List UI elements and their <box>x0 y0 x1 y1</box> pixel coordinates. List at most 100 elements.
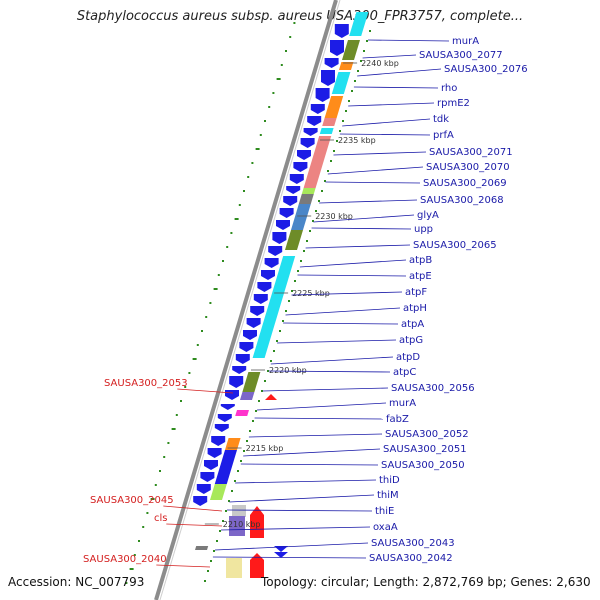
cog-bar <box>252 270 291 358</box>
gene-label: SAUSA300_2070 <box>426 162 510 173</box>
gc-dot <box>133 554 136 556</box>
cog-bar <box>224 438 241 450</box>
gene-leader <box>256 402 387 411</box>
cog-bar <box>319 128 334 134</box>
reverse-arrow <box>265 394 277 400</box>
gene-label: atpA <box>401 319 424 330</box>
reverse-arrow <box>250 553 264 578</box>
gene-label: oxaA <box>373 522 398 533</box>
gene-leader-reverse <box>177 388 234 394</box>
gene-label: murA <box>452 36 479 47</box>
cds-arrow <box>207 448 222 458</box>
gene-leader <box>325 181 421 184</box>
inner-dot <box>345 110 347 112</box>
gc-dot <box>209 302 212 304</box>
gene-leader-reverse <box>163 505 223 512</box>
inner-dot <box>363 50 365 52</box>
gc-dot <box>159 470 161 472</box>
cog-bar <box>322 118 337 126</box>
gc-dot <box>163 456 166 458</box>
scale-label: 2210 kbp <box>223 520 261 529</box>
gc-dot <box>188 372 191 374</box>
map-title: Staphylococcus aureus subsp. aureus USA3… <box>76 9 524 24</box>
backbone-line-inner <box>159 0 341 600</box>
reverse-feature <box>232 505 246 517</box>
inner-dot <box>342 120 344 122</box>
gene-leader <box>339 133 431 136</box>
cds-arrow <box>321 70 335 86</box>
cds-arrow <box>200 472 215 482</box>
gc-dot <box>259 134 262 136</box>
gene-label: atpE <box>409 271 432 282</box>
cds-arrow <box>235 354 250 364</box>
gc-dot <box>171 428 176 430</box>
cog-bar <box>209 484 227 500</box>
inner-dot <box>279 330 281 332</box>
cds-arrow <box>204 460 218 470</box>
gene-leader <box>299 259 407 268</box>
inner-dot <box>318 200 320 202</box>
inner-dot <box>333 150 335 152</box>
cds-arrow <box>330 40 344 56</box>
gene-leader-reverse <box>166 523 223 527</box>
gene-leader <box>270 356 394 365</box>
cds-arrow <box>279 208 294 218</box>
gene-leader <box>313 214 415 223</box>
cog-bar <box>242 372 261 392</box>
cog-bar <box>341 40 361 60</box>
cds-arrow <box>283 196 298 206</box>
gene-label: murA <box>389 398 416 409</box>
gene-leader <box>367 39 450 42</box>
inner-dot <box>234 480 236 482</box>
reverse-feature <box>226 558 242 578</box>
cog-bar <box>301 188 316 194</box>
inner-dot <box>222 520 224 522</box>
gene-label: SAUSA300_2069 <box>423 178 507 189</box>
gene-label: SAUSA300_2050 <box>381 460 465 471</box>
gene-leader <box>305 244 411 249</box>
cog-bar <box>235 410 249 416</box>
gene-leader <box>229 494 375 503</box>
gc-dot <box>180 400 182 402</box>
cds-arrow <box>261 270 275 280</box>
inner-dot <box>252 420 254 422</box>
gene-leader-reverse <box>156 564 211 568</box>
scale-label: 2215 kbp <box>246 444 284 453</box>
gene-leader <box>348 102 435 107</box>
gene-label: SAUSA300_2071 <box>429 147 513 158</box>
inner-dot <box>357 70 359 72</box>
gene-label: fabZ <box>386 414 409 425</box>
cog-bar <box>284 230 303 250</box>
inner-dot <box>270 360 272 362</box>
gc-dot <box>175 414 178 416</box>
gc-dot <box>264 120 266 122</box>
gc-dot <box>150 498 155 500</box>
cog-bar <box>338 62 354 70</box>
cds-arrow <box>276 220 290 230</box>
gc-dot <box>243 190 245 192</box>
inner-dot <box>258 400 260 402</box>
gene-label: SAUSA300_2052 <box>385 429 469 440</box>
inner-dot <box>243 450 245 452</box>
cds-arrow <box>297 150 311 160</box>
cog-bar <box>290 204 311 230</box>
gene-leader <box>254 417 384 420</box>
gene-label: rho <box>441 83 457 94</box>
inner-dot <box>273 350 275 352</box>
gene-leader <box>277 339 397 344</box>
inner-dot <box>240 460 242 462</box>
inner-dot <box>321 190 323 192</box>
gene-label-reverse: cls <box>154 513 168 524</box>
cds-arrow <box>257 282 272 292</box>
gc-dot <box>280 64 283 66</box>
inner-dot <box>306 240 308 242</box>
gc-dot <box>255 148 260 150</box>
gene-leader <box>212 556 367 559</box>
inner-dot <box>336 140 338 142</box>
gene-label-reverse: SAUSA300_2045 <box>90 495 174 506</box>
inner-dot <box>330 160 332 162</box>
gene-label: upp <box>414 224 433 235</box>
inner-dot <box>360 60 362 62</box>
